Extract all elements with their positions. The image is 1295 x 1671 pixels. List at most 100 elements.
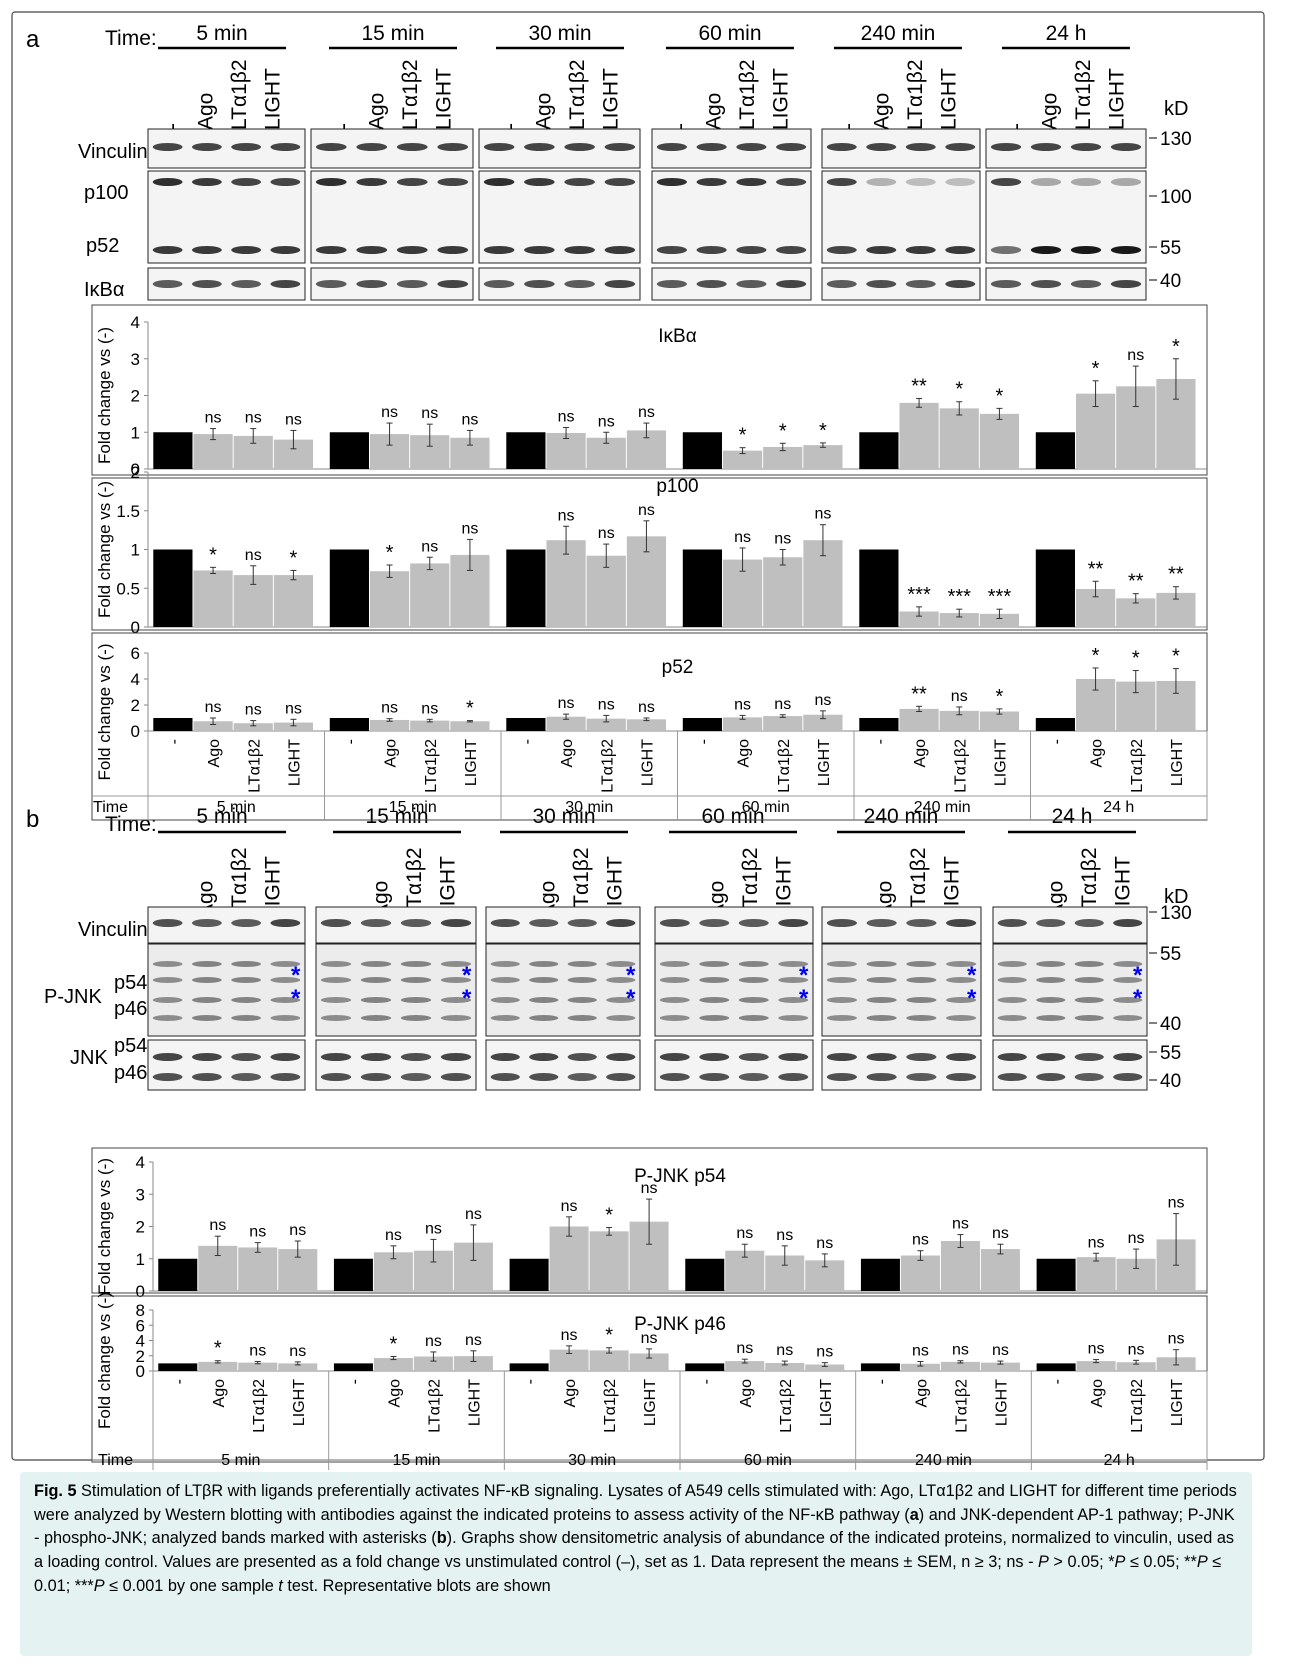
bar bbox=[509, 1258, 549, 1291]
blot-band bbox=[696, 143, 727, 151]
blot-band bbox=[490, 1073, 520, 1081]
significance-label: * bbox=[1132, 648, 1140, 670]
blot-band bbox=[826, 178, 857, 186]
y-tick-label: 1 bbox=[136, 1250, 145, 1269]
blot-band bbox=[315, 246, 347, 254]
time-point-label: 5 min bbox=[196, 805, 247, 828]
y-tick-label: 3 bbox=[136, 1185, 145, 1204]
blot-band bbox=[905, 280, 936, 288]
panel-label-b: b bbox=[26, 806, 39, 833]
blot-band bbox=[606, 977, 636, 983]
bar bbox=[278, 1363, 318, 1371]
significance-label: ns bbox=[816, 1344, 833, 1361]
treatment-label: LIGHT bbox=[938, 68, 961, 130]
category-label: LIGHT bbox=[992, 739, 1009, 786]
caption-fig-label: Fig. 5 bbox=[34, 1482, 77, 1500]
bar bbox=[682, 549, 722, 627]
blot-band bbox=[191, 997, 222, 1003]
significance-label: ns bbox=[561, 1327, 578, 1344]
jnk-blot bbox=[147, 1039, 306, 1091]
blot-row-label-p100: p100 bbox=[84, 182, 129, 204]
y-tick-label: 2 bbox=[136, 1347, 145, 1366]
category-label: Ago bbox=[738, 1379, 755, 1408]
blot-band bbox=[400, 919, 432, 927]
blot-band bbox=[400, 1015, 432, 1021]
caption-text: ). Graphs show densitometric analysis of… bbox=[34, 1529, 1235, 1571]
blot-band bbox=[946, 961, 977, 967]
bar bbox=[413, 1356, 453, 1371]
blot-band bbox=[778, 919, 809, 927]
category-label: LIGHT bbox=[466, 1379, 483, 1426]
blot-band bbox=[1070, 246, 1102, 254]
blot-band bbox=[736, 143, 767, 151]
blot-band bbox=[826, 280, 857, 288]
time-point-label: 30 min bbox=[528, 22, 591, 45]
blot-band bbox=[866, 1015, 897, 1021]
blot-band bbox=[440, 1015, 472, 1021]
bar bbox=[546, 716, 586, 731]
blot-band bbox=[564, 246, 595, 254]
blot-band bbox=[231, 1015, 262, 1021]
blot-band bbox=[191, 1015, 222, 1021]
blot-band bbox=[567, 961, 597, 967]
bar bbox=[1116, 1362, 1156, 1371]
caption-italic: P bbox=[1038, 1552, 1049, 1571]
blot-band bbox=[656, 246, 687, 254]
significance-label: ns bbox=[385, 1227, 402, 1244]
bar bbox=[900, 1255, 940, 1291]
blot-band bbox=[826, 919, 857, 927]
time-point-label: 30 min bbox=[532, 805, 595, 828]
blot-band bbox=[736, 280, 767, 288]
significance-label: ns bbox=[245, 410, 262, 427]
significance-label: ns bbox=[736, 1340, 753, 1357]
y-tick-label: 2 bbox=[131, 463, 140, 482]
bar bbox=[233, 723, 273, 731]
blot-band bbox=[320, 1053, 352, 1061]
treatment-label: - bbox=[499, 123, 522, 130]
molecular-weight-marker: 55 bbox=[1160, 944, 1181, 965]
category-label: LIGHT bbox=[816, 739, 833, 786]
bar bbox=[410, 720, 450, 731]
time-header-label: Time: bbox=[105, 813, 157, 836]
blot-band bbox=[490, 919, 520, 927]
figure-caption: Fig. 5 Stimulation of LTβR with ligands … bbox=[20, 1472, 1252, 1656]
bar bbox=[939, 710, 979, 731]
significance-label: ns bbox=[776, 1227, 793, 1244]
blot-band bbox=[400, 1073, 432, 1081]
treatment-label: - bbox=[161, 123, 184, 130]
y-tick-label: 0 bbox=[136, 1362, 145, 1381]
bar bbox=[273, 722, 314, 731]
blot-band bbox=[152, 1053, 183, 1061]
blot-band bbox=[826, 1015, 857, 1021]
y-tick-label: 2 bbox=[131, 696, 140, 715]
time-point-label: 24 h bbox=[1046, 22, 1087, 45]
bar bbox=[158, 1258, 198, 1291]
blot-band bbox=[490, 997, 520, 1003]
blot-band bbox=[1030, 178, 1062, 186]
y-tick-label: 1 bbox=[131, 423, 140, 442]
blot-band bbox=[866, 1073, 897, 1081]
pjnk-blot bbox=[147, 943, 306, 1037]
blot-band bbox=[1074, 997, 1104, 1003]
blot-band bbox=[826, 246, 857, 254]
blot-band bbox=[699, 997, 730, 1003]
blot-band bbox=[945, 280, 976, 288]
category-label: - bbox=[698, 1379, 715, 1384]
caption-text: ) and JNK-dependent AP-1 pathway; P-JNK … bbox=[34, 1505, 1235, 1548]
bar bbox=[369, 719, 410, 731]
blot-band bbox=[1110, 280, 1142, 288]
bar bbox=[940, 1361, 980, 1371]
bar bbox=[1076, 1361, 1116, 1371]
bar bbox=[859, 549, 899, 627]
band-marker-asterisk: * bbox=[967, 985, 977, 1012]
chart-title: p100 bbox=[656, 476, 698, 497]
time-row-value: 60 min bbox=[744, 1452, 792, 1469]
significance-label: ** bbox=[911, 375, 927, 397]
caption-italic: P bbox=[1114, 1552, 1126, 1571]
graph-frame bbox=[91, 304, 1208, 476]
blot-band bbox=[906, 997, 937, 1003]
significance-label: * bbox=[605, 1325, 613, 1347]
significance-label: ns bbox=[992, 1342, 1009, 1359]
bar bbox=[549, 1349, 589, 1371]
treatment-label: LIGHT bbox=[433, 68, 456, 130]
